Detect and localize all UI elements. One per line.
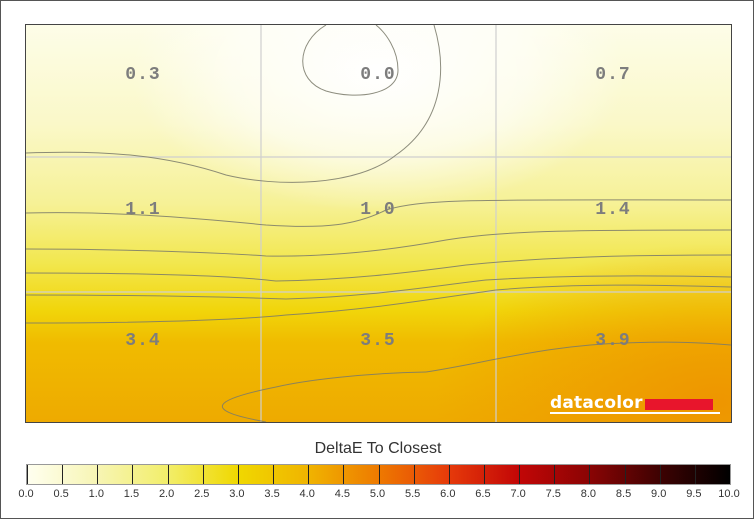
colorbar-tick-label: 0.0 xyxy=(18,488,34,500)
colorbar-tick xyxy=(27,465,28,484)
colorbar-tick-label: 6.5 xyxy=(475,488,491,500)
colorbar-tick xyxy=(659,465,661,484)
colorbar-tick xyxy=(694,465,696,484)
colorbar-tick-label: 9.0 xyxy=(651,488,667,500)
cell-value-r1c2: 0.0 xyxy=(360,65,396,85)
colorbar-tick-label: 2.5 xyxy=(194,488,210,500)
colorbar-tick-label: 4.0 xyxy=(299,488,315,500)
colorbar-tick xyxy=(589,465,591,484)
colorbar-tick-label: 1.5 xyxy=(123,488,140,500)
colorbar-tick xyxy=(554,465,556,484)
cell-value-r3c3: 3.9 xyxy=(595,331,631,351)
cell-value-r2c2: 1.0 xyxy=(360,200,396,220)
colorbar-tick xyxy=(343,465,345,484)
colorbar-tick-labels: 0.0 0.5 1.0 1.5 2.0 2.5 3.0 3.5 4.0 4.5 5.0 5.5 6.0 6… xyxy=(1,488,754,502)
cell-value-r2c3: 1.4 xyxy=(595,200,631,220)
logo-text: datacolor xyxy=(550,393,643,413)
colorbar-tick xyxy=(167,465,169,484)
colorbar-tick-label: 8.5 xyxy=(615,488,632,500)
colorbar-tick-label: 0.5 xyxy=(53,488,69,500)
colorbar-tick-label: 10.0 xyxy=(718,488,740,500)
datacolor-logo: datacolor xyxy=(550,390,713,416)
colorbar-tick-label: 9.5 xyxy=(686,488,702,500)
colorbar-tick xyxy=(273,465,275,484)
colorbar xyxy=(26,464,731,485)
colorbar-tick xyxy=(519,465,521,484)
colorbar-tick-label: 8.0 xyxy=(580,488,597,500)
cell-value-r3c2: 3.5 xyxy=(360,331,396,351)
cell-value-r3c1: 3.4 xyxy=(125,331,161,351)
colorbar-tick-label: 6.0 xyxy=(440,488,456,500)
colorbar-tick xyxy=(308,465,310,484)
colorbar-tick xyxy=(202,465,204,484)
cell-value-r1c3: 0.7 xyxy=(595,65,631,85)
colorbar-tick-label: 3.0 xyxy=(229,488,245,500)
colorbar-tick-label: 4.5 xyxy=(334,488,350,500)
colorbar-tick xyxy=(448,465,450,484)
cell-value-r1c1: 0.3 xyxy=(125,65,161,85)
colorbar-tick xyxy=(378,465,380,484)
colorbar-tick-label: 3.5 xyxy=(264,488,280,500)
colorbar-tick-label: 5.0 xyxy=(369,488,386,500)
colorbar-tick xyxy=(132,465,134,484)
logo-underline xyxy=(550,412,720,414)
colorbar-tick xyxy=(97,465,99,484)
colorbar-title: DeltaE To Closest xyxy=(314,440,442,457)
colorbar-tick-label: 7.5 xyxy=(545,488,561,500)
colorbar-tick-label: 5.5 xyxy=(404,488,421,500)
logo-red-bar xyxy=(644,399,713,410)
colorbar-tick xyxy=(413,465,415,484)
uniformity-heatmap: 0.3 0.0 0.7 1.1 1.0 1.4 3.4 3.5 3.9 data… xyxy=(25,24,732,423)
colorbar-tick xyxy=(237,465,239,484)
cell-value-r2c1: 1.1 xyxy=(125,200,161,220)
colorbar-tick-label: 7.0 xyxy=(510,488,526,500)
colorbar-tick-label: 2.0 xyxy=(158,488,175,500)
colorbar-tick xyxy=(62,465,64,484)
heatmap-graphic xyxy=(26,25,731,422)
colorbar-tick xyxy=(624,465,626,484)
colorbar-tick xyxy=(483,465,485,484)
colorbar-tick-label: 1.0 xyxy=(88,488,104,500)
